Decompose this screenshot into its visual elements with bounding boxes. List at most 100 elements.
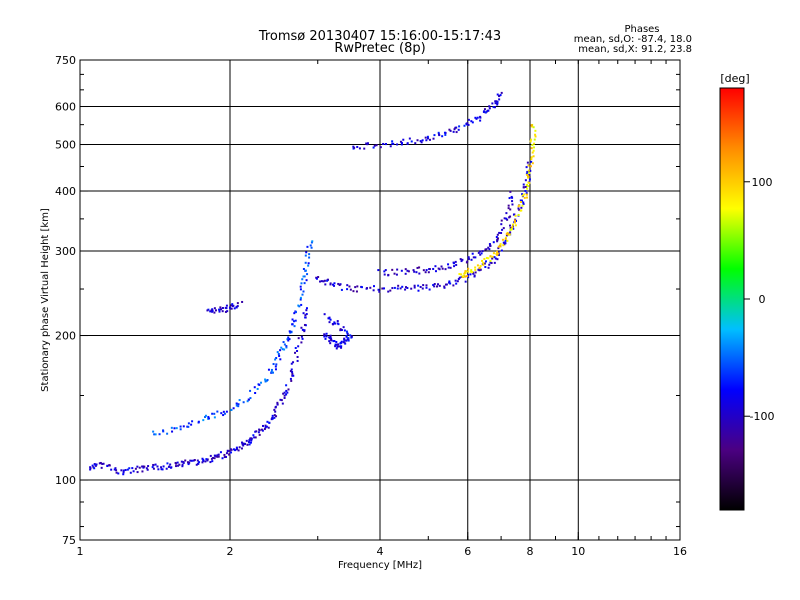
data-point (496, 238, 499, 241)
data-point (479, 265, 482, 268)
data-point (499, 94, 502, 97)
data-point (504, 242, 507, 245)
data-point (528, 178, 531, 181)
data-point (346, 331, 349, 334)
data-point (509, 215, 512, 218)
data-point (438, 284, 441, 287)
data-point (323, 313, 326, 316)
data-point (236, 305, 239, 308)
data-point (484, 260, 487, 263)
data-point (528, 172, 531, 175)
data-point (410, 140, 413, 143)
data-point (428, 138, 431, 141)
data-point (332, 283, 335, 286)
data-point (287, 336, 290, 339)
data-point (515, 219, 518, 222)
data-point (290, 368, 293, 371)
data-point (299, 296, 302, 299)
data-point (263, 428, 266, 431)
data-point (399, 140, 402, 143)
data-point (518, 204, 521, 207)
data-point (464, 270, 467, 273)
data-point (500, 249, 503, 252)
data-point (525, 166, 528, 169)
data-point (188, 461, 191, 464)
data-point (264, 378, 267, 381)
data-point (502, 241, 505, 244)
data-point (205, 458, 208, 461)
data-point (527, 169, 530, 172)
data-point (166, 432, 169, 435)
data-point (425, 284, 428, 287)
data-point (250, 439, 253, 442)
data-point (236, 302, 239, 305)
data-point (399, 287, 402, 290)
data-point (532, 126, 535, 129)
data-point (254, 392, 257, 395)
data-point (283, 391, 286, 394)
data-point (465, 122, 468, 125)
data-point (249, 441, 252, 444)
data-point (305, 309, 308, 312)
stats-o-line: mean, sd,O: -87.4, 18.0 (574, 34, 692, 45)
data-point (343, 329, 346, 332)
data-point (101, 462, 104, 465)
data-point (372, 285, 375, 288)
data-point (289, 331, 292, 334)
data-point (369, 286, 372, 289)
data-point (141, 465, 144, 468)
data-point (222, 414, 225, 417)
data-point (485, 248, 488, 251)
data-point (213, 311, 216, 314)
data-point (519, 200, 522, 203)
data-point (494, 257, 497, 260)
data-point (502, 227, 505, 230)
data-point (339, 329, 342, 332)
data-point (426, 135, 429, 138)
data-point (456, 280, 459, 283)
data-point (196, 459, 199, 462)
data-point (273, 408, 276, 411)
data-point (283, 348, 286, 351)
data-point (271, 417, 274, 420)
data-point (428, 288, 431, 291)
data-point (410, 287, 413, 290)
data-point (211, 412, 214, 415)
data-point (452, 130, 455, 133)
data-point (479, 250, 482, 253)
data-point (257, 431, 260, 434)
data-point (258, 429, 261, 432)
data-point (495, 252, 498, 255)
data-point (463, 124, 466, 127)
data-point (186, 461, 189, 464)
data-point (302, 290, 305, 293)
data-point (154, 433, 157, 436)
data-point (383, 273, 386, 276)
data-point (521, 193, 524, 196)
data-point (400, 269, 403, 272)
data-point (459, 258, 462, 261)
data-point (358, 147, 361, 150)
data-point (223, 453, 226, 456)
data-point (487, 257, 490, 260)
data-point (324, 337, 327, 340)
data-point (417, 289, 420, 292)
data-point (274, 405, 277, 408)
data-point (122, 469, 125, 472)
data-point (502, 244, 505, 247)
data-point (339, 342, 342, 345)
data-point (293, 320, 296, 323)
data-point (286, 338, 289, 341)
data-point (276, 403, 279, 406)
data-point (352, 145, 355, 148)
data-point (211, 309, 214, 312)
data-point (131, 467, 134, 470)
data-point (470, 258, 473, 261)
data-point (433, 283, 436, 286)
data-point (317, 276, 320, 279)
data-point (304, 314, 307, 317)
data-point (396, 268, 399, 271)
y-tick-label: 750 (55, 54, 76, 67)
data-point (285, 346, 288, 349)
data-point (488, 263, 491, 266)
